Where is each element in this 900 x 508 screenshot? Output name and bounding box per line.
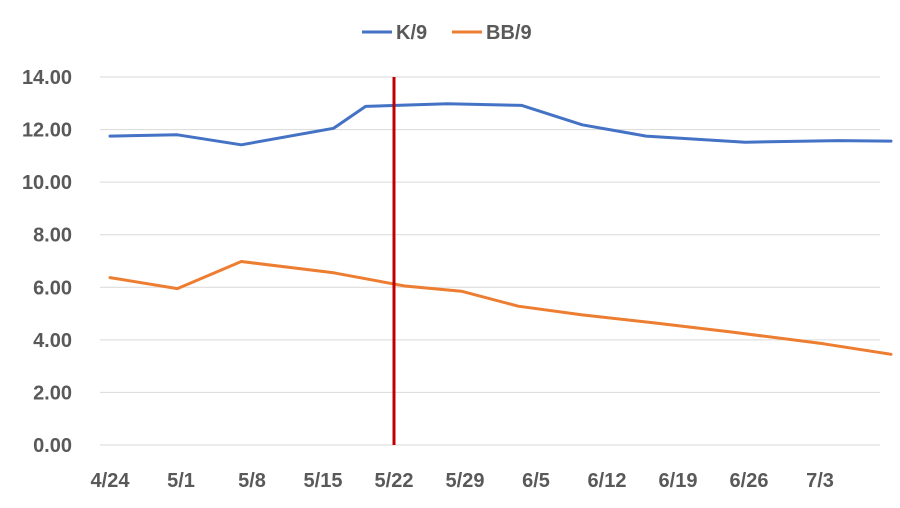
x-tick-label: 4/24 xyxy=(91,470,131,492)
y-tick-label: 6.00 xyxy=(33,277,72,299)
x-tick-label: 6/5 xyxy=(522,470,550,492)
series-line-bb-9 xyxy=(108,260,893,356)
x-tick-label: 6/19 xyxy=(659,470,698,492)
y-tick-label: 14.00 xyxy=(22,67,72,89)
gridlines xyxy=(100,76,880,446)
series-lines xyxy=(108,102,893,356)
series-line-k-9 xyxy=(108,102,893,147)
y-tick-label: 12.00 xyxy=(22,120,72,142)
x-tick-label: 7/3 xyxy=(806,470,834,492)
y-axis-tick-labels: 0.00 2.00 4.00 6.00 8.00 10.00 12.00 14.00 xyxy=(22,67,72,457)
x-tick-label: 5/1 xyxy=(167,470,195,492)
y-tick-label: 10.00 xyxy=(22,172,72,194)
legend-label: BB/9 xyxy=(486,22,532,44)
legend-label: K/9 xyxy=(396,22,427,44)
y-tick-label: 8.00 xyxy=(33,225,72,247)
y-tick-label: 0.00 xyxy=(33,435,72,457)
legend: K/9 BB/9 xyxy=(362,22,532,44)
x-tick-label: 5/8 xyxy=(238,470,266,492)
x-tick-label: 5/15 xyxy=(304,470,343,492)
x-tick-label: 5/22 xyxy=(375,470,414,492)
x-tick-label: 6/26 xyxy=(730,470,769,492)
y-tick-label: 4.00 xyxy=(33,330,72,352)
x-tick-label: 6/12 xyxy=(588,470,627,492)
x-axis-tick-labels: 4/24 5/1 5/8 5/15 5/22 5/29 6/5 6/12 6/19 6/26 7/3 xyxy=(91,470,834,492)
y-tick-label: 2.00 xyxy=(33,382,72,404)
x-tick-label: 5/29 xyxy=(446,470,485,492)
